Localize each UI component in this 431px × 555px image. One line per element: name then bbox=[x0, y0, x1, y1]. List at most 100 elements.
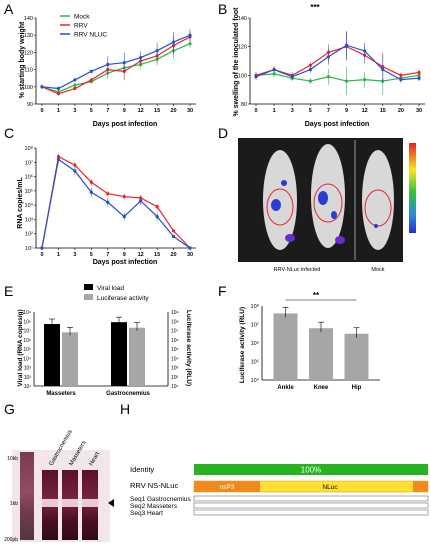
legend-mock-label: Mock bbox=[74, 14, 90, 21]
gel-ladder-lane bbox=[20, 452, 34, 540]
data-point bbox=[73, 78, 77, 82]
data-point bbox=[254, 75, 258, 79]
panel-label-e: E bbox=[4, 283, 13, 299]
series-line-1 bbox=[255, 46, 420, 76]
legend-luciferase-label: Luciferase activity bbox=[97, 295, 149, 302]
y-tick-label-right: 10⁷ bbox=[171, 329, 179, 335]
seq1-label: Seq1 Gastrocnemius bbox=[130, 496, 191, 503]
gel-marker-10kb: 10kb bbox=[7, 456, 18, 462]
x-tick-label: 20 bbox=[170, 252, 176, 258]
data-point bbox=[155, 204, 159, 209]
y-tick-label: 10¹ bbox=[25, 246, 33, 252]
data-point bbox=[171, 229, 176, 233]
panel-h-alignment: Identity 100% RRV NS-NLuc nsP3 NLuc Seq1… bbox=[130, 464, 429, 517]
seq3-label: Seq3 Heart bbox=[130, 510, 163, 517]
mouse-body-1 bbox=[263, 150, 297, 250]
panel-a-chart: % starting body weight Days post infecti… bbox=[19, 14, 196, 128]
x-tick-label: 5 bbox=[90, 108, 93, 114]
category-label: Ankle bbox=[277, 385, 294, 391]
signal-spot-6 bbox=[335, 236, 345, 244]
panel-f-annotation: ** bbox=[313, 291, 320, 300]
signal-spot-3 bbox=[285, 234, 295, 242]
panel-b-xlabel: Days post infection bbox=[305, 121, 370, 128]
y-tick-label-left: 10¹ bbox=[24, 384, 32, 390]
panel-b-ylabel: % swelling of the inoculated foot bbox=[233, 7, 240, 117]
series-line-0 bbox=[41, 155, 191, 249]
y-tick-label: 10⁶ bbox=[25, 174, 33, 181]
panel-label-a: A bbox=[4, 1, 14, 17]
nluc-label: NLuc bbox=[322, 484, 338, 491]
y-tick-label: 80 bbox=[241, 102, 247, 108]
x-tick-label: 9 bbox=[123, 108, 126, 114]
x-tick-label: 12 bbox=[362, 108, 368, 114]
data-point bbox=[188, 42, 192, 46]
x-tick-label: 30 bbox=[187, 252, 193, 258]
x-tick-label: 12 bbox=[138, 108, 144, 114]
y-tick-label-left: 10⁷ bbox=[24, 329, 32, 335]
data-point bbox=[89, 180, 93, 184]
category-label: Masseters bbox=[46, 391, 76, 397]
x-tick-label: 30 bbox=[416, 108, 422, 114]
data-point bbox=[344, 43, 349, 47]
y-tick-label: 10⁸ bbox=[25, 145, 33, 152]
y-tick-label-right: 10⁶ bbox=[171, 338, 179, 344]
nsp3-label: nsP3 bbox=[220, 484, 235, 491]
x-tick-label: 0 bbox=[40, 252, 43, 258]
x-tick-label: 7 bbox=[327, 108, 330, 114]
y-tick-label: 140 bbox=[24, 16, 33, 22]
panel-b-annotation: *** bbox=[310, 3, 320, 12]
panel-a-ylabel: % starting body weight bbox=[19, 21, 26, 98]
x-tick-label: 15 bbox=[380, 108, 386, 114]
panel-e-ylabel-left: Viral load (RNA copies/g) bbox=[17, 309, 24, 386]
y-tick-label: 10⁴ bbox=[251, 377, 260, 384]
y-tick-label-right: 10³ bbox=[171, 366, 179, 372]
data-point bbox=[56, 157, 61, 162]
category-label: Gastrocnemius bbox=[106, 391, 150, 397]
x-tick-label: 1 bbox=[57, 252, 60, 258]
y-tick-label: 120 bbox=[24, 50, 33, 56]
data-point bbox=[106, 200, 110, 204]
series-line-1 bbox=[41, 158, 191, 249]
panel-b-chart: % swelling of the inoculated foot Days p… bbox=[233, 3, 425, 128]
data-point bbox=[188, 33, 192, 37]
data-point bbox=[56, 86, 61, 91]
signal-spot-7 bbox=[374, 224, 378, 228]
data-point bbox=[122, 61, 126, 65]
y-tick-label: 90 bbox=[27, 102, 33, 108]
x-tick-label: 12 bbox=[138, 252, 144, 258]
data-point bbox=[417, 76, 421, 80]
y-tick-label-right: 10¹ bbox=[171, 384, 179, 390]
y-tick-label-left: 10⁶ bbox=[23, 338, 31, 344]
panel-label-f: F bbox=[218, 283, 227, 299]
data-point bbox=[155, 214, 159, 219]
data-point bbox=[417, 70, 421, 75]
signal-spot-4 bbox=[318, 191, 328, 205]
bar bbox=[344, 333, 369, 380]
data-point bbox=[399, 73, 403, 77]
panel-f-chart: Luciferase activity (RLU) ** 10⁴ 10⁵ 10⁶ 10… bbox=[239, 291, 380, 391]
panel-c-xlabel: Days post infection bbox=[93, 259, 158, 266]
data-point bbox=[326, 75, 331, 79]
panel-d-caption-infected: RRV-NLuc infected bbox=[274, 267, 321, 273]
data-point bbox=[272, 68, 276, 72]
x-tick-label: 0 bbox=[254, 108, 257, 114]
y-tick-label-right: 10⁹ bbox=[171, 310, 179, 316]
x-tick-label: 20 bbox=[398, 108, 404, 114]
data-point bbox=[73, 163, 77, 167]
y-tick-label: 10⁸ bbox=[251, 303, 259, 310]
data-point bbox=[73, 83, 77, 87]
y-tick-label: 10⁷ bbox=[251, 322, 259, 329]
x-tick-label: 9 bbox=[345, 108, 348, 114]
gel-band-3 bbox=[82, 499, 98, 507]
data-point bbox=[106, 192, 110, 196]
data-point bbox=[73, 169, 77, 173]
panel-label-b: B bbox=[218, 1, 227, 17]
data-point bbox=[40, 85, 44, 89]
legend-rrv-label: RRV bbox=[74, 23, 88, 30]
panel-d-caption-mock: Mock bbox=[371, 267, 384, 273]
panel-label-h: H bbox=[120, 401, 130, 417]
seq2-label: Seq2 Masseters bbox=[130, 503, 178, 510]
x-tick-label: 1 bbox=[57, 108, 60, 114]
panel-c-ylabel: RNA copies/mL bbox=[17, 177, 24, 229]
